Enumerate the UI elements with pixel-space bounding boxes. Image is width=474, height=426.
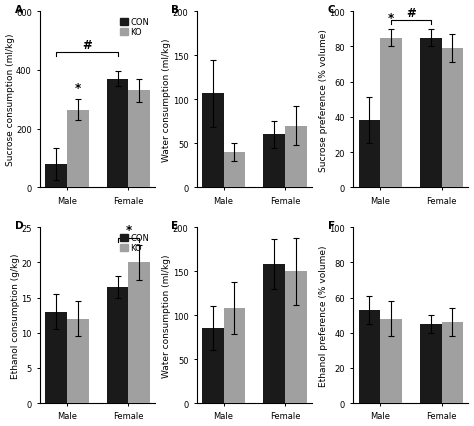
Y-axis label: Water consumption (ml/kg): Water consumption (ml/kg)	[162, 38, 171, 161]
Legend: CON, KO: CON, KO	[118, 232, 151, 254]
Bar	[442, 49, 463, 188]
Bar	[46, 164, 67, 188]
Bar	[46, 312, 67, 403]
Bar	[67, 110, 89, 188]
Bar	[442, 322, 463, 403]
Text: *: *	[388, 12, 394, 25]
Legend: CON, KO: CON, KO	[118, 17, 151, 39]
Text: #: #	[406, 7, 416, 20]
Text: B: B	[172, 5, 179, 15]
Text: *: *	[75, 82, 81, 95]
Bar	[380, 39, 402, 188]
Bar	[128, 91, 150, 188]
Y-axis label: Sucrose preference (% volume): Sucrose preference (% volume)	[319, 29, 328, 171]
Bar	[128, 263, 150, 403]
Text: F: F	[328, 221, 335, 230]
Text: E: E	[172, 221, 179, 230]
Bar	[358, 121, 380, 188]
Bar	[420, 39, 442, 188]
Bar	[107, 287, 128, 403]
Bar	[202, 328, 224, 403]
Text: A: A	[15, 5, 23, 15]
Bar	[285, 127, 307, 188]
Y-axis label: Ethanol consumption (g/kg): Ethanol consumption (g/kg)	[11, 253, 20, 378]
Bar	[285, 271, 307, 403]
Bar	[420, 324, 442, 403]
Bar	[202, 94, 224, 188]
Bar	[224, 308, 245, 403]
Bar	[358, 310, 380, 403]
Bar	[380, 319, 402, 403]
Bar	[264, 265, 285, 403]
Y-axis label: Ethanol preference (% volume): Ethanol preference (% volume)	[319, 245, 328, 386]
Y-axis label: Sucrose consumption (ml/kg): Sucrose consumption (ml/kg)	[6, 34, 15, 166]
Text: *: *	[125, 224, 132, 237]
Text: #: #	[82, 39, 92, 52]
Bar	[264, 135, 285, 188]
Text: C: C	[328, 5, 336, 15]
Bar	[107, 80, 128, 188]
Bar	[224, 153, 245, 188]
Bar	[67, 319, 89, 403]
Y-axis label: Water consumption (ml/kg): Water consumption (ml/kg)	[162, 254, 171, 377]
Text: D: D	[15, 221, 23, 230]
